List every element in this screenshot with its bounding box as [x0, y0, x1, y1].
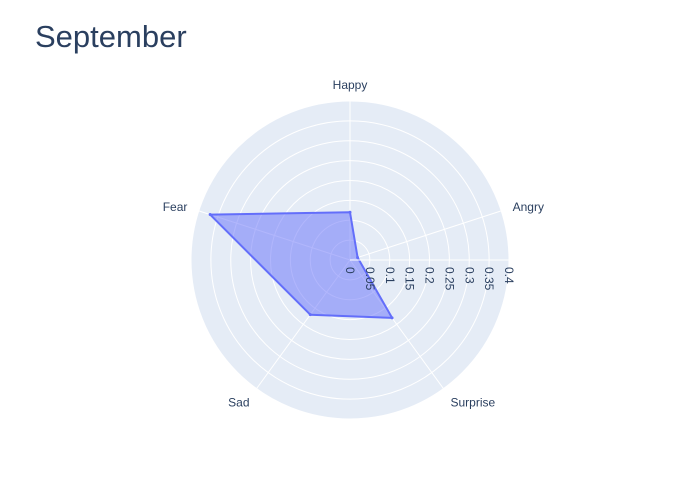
series-area	[209, 211, 394, 319]
radial-tick-label: 0.15	[403, 267, 417, 291]
category-label-sad: Sad	[228, 395, 249, 409]
radial-tick-label: 0.25	[442, 267, 456, 291]
data-point-happy	[348, 210, 352, 214]
radial-tick-label: 0	[343, 267, 357, 274]
radial-tick-label: 0.1	[383, 267, 397, 284]
chart-title: September	[35, 19, 187, 54]
radial-axis: 0 0.05 0.1 0.15 0.2 0.25 0.3 0.35 0.4	[343, 259, 516, 291]
radial-tick-label: 0.05	[363, 267, 377, 291]
radial-tick-label: 0.2	[423, 267, 437, 284]
data-point-sad	[308, 313, 312, 317]
data-point-surprise	[390, 316, 394, 320]
data-point-angry	[356, 256, 360, 260]
spoke-angry	[349, 210, 502, 261]
angular-labels: Happy Angry Surprise Sad Fear	[163, 78, 544, 409]
radial-tick-label: 0.35	[482, 267, 496, 291]
radial-tick-label: 0.4	[502, 267, 516, 284]
category-label-happy: Happy	[333, 78, 368, 92]
series-layer	[208, 210, 394, 320]
category-label-angry: Angry	[513, 200, 544, 214]
data-point-fear	[208, 213, 212, 217]
radial-tick-label: 0.3	[462, 267, 476, 284]
category-label-fear: Fear	[163, 200, 188, 214]
category-label-surprise: Surprise	[451, 395, 496, 409]
